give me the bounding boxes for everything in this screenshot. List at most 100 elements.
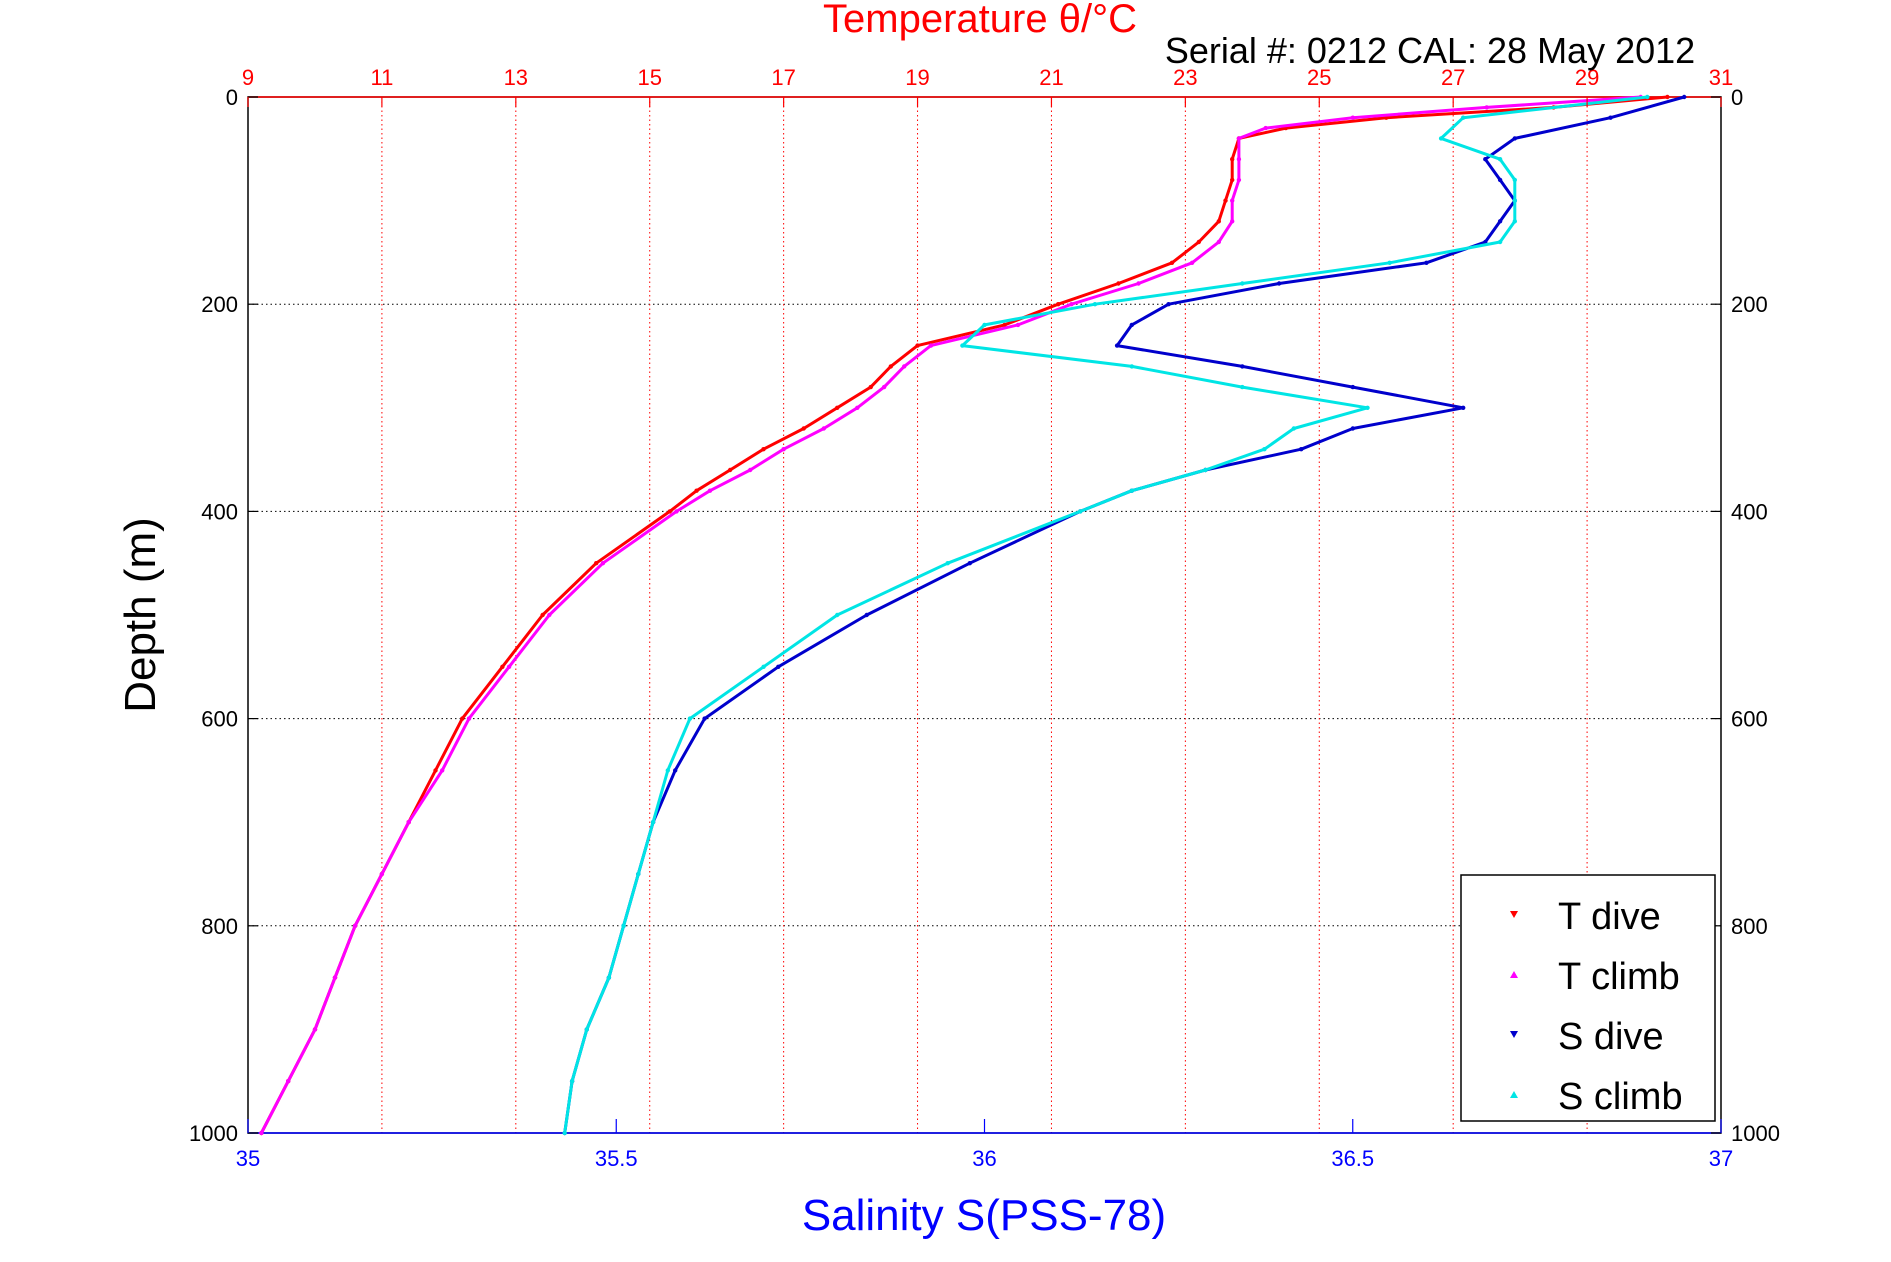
x-tick-label-temperature: 13	[504, 65, 528, 90]
data-point	[1512, 136, 1518, 141]
legend-marker	[1510, 911, 1518, 918]
data-point	[1350, 115, 1356, 120]
data-point	[902, 364, 907, 369]
data-point	[674, 509, 679, 514]
x-tick-label-temperature: 31	[1709, 65, 1733, 90]
data-point	[727, 467, 733, 473]
data-point	[1216, 239, 1222, 245]
data-point	[1438, 136, 1444, 141]
data-point	[540, 612, 545, 618]
data-point	[1240, 364, 1245, 369]
data-point	[1129, 322, 1135, 328]
data-point	[1483, 157, 1488, 162]
y-tick-label-left: 600	[201, 707, 238, 732]
data-point	[665, 768, 670, 773]
data-point	[1512, 219, 1518, 224]
data-point	[1263, 125, 1268, 131]
data-point	[915, 343, 920, 348]
data-point	[506, 664, 512, 669]
data-point	[1299, 447, 1304, 452]
data-point	[1223, 198, 1228, 203]
x-tick-label-salinity: 37	[1709, 1146, 1733, 1171]
data-point	[312, 1027, 318, 1032]
y-tick-label-left: 400	[201, 499, 238, 524]
data-point	[379, 871, 385, 877]
chart-title: Temperature θ/°C	[823, 0, 1137, 41]
data-point	[761, 664, 766, 669]
data-point	[1116, 281, 1121, 286]
data-point	[1078, 509, 1083, 514]
data-point	[1240, 384, 1245, 390]
legend-box	[1460, 874, 1716, 1122]
data-point	[286, 1079, 291, 1084]
x-tick-label-salinity: 36.5	[1331, 1146, 1374, 1171]
data-point	[569, 1079, 575, 1084]
data-point	[835, 405, 840, 410]
x-tick-label-salinity: 35.5	[595, 1146, 638, 1171]
legend-marker	[1510, 1031, 1518, 1038]
y-tick-label-right: 600	[1731, 707, 1768, 732]
y-tick-label-right: 400	[1731, 499, 1768, 524]
data-point	[982, 322, 987, 328]
data-point	[855, 405, 860, 410]
data-point	[821, 426, 826, 431]
data-point	[406, 820, 411, 825]
data-point	[1645, 94, 1650, 100]
data-point	[1484, 105, 1489, 110]
data-point	[776, 664, 781, 669]
grid	[248, 97, 1721, 1133]
data-point	[332, 975, 338, 980]
data-point	[1291, 426, 1297, 431]
data-point	[352, 923, 358, 928]
data-point	[584, 1027, 589, 1032]
data-point	[650, 820, 656, 825]
y-axis-label-depth: Depth (m)	[116, 517, 165, 713]
x-tick-label-salinity: 36	[972, 1146, 996, 1171]
x-tick-label-temperature: 23	[1173, 65, 1197, 90]
data-point	[1350, 384, 1356, 390]
x-tick-label-temperature: 27	[1441, 65, 1465, 90]
legend-label: S dive	[1558, 1016, 1664, 1058]
data-point	[1166, 302, 1171, 307]
data-point	[1682, 94, 1687, 100]
data-point	[1461, 405, 1466, 410]
y-tick-label-left: 800	[201, 914, 238, 939]
data-point	[694, 488, 699, 493]
legend-label: T climb	[1558, 956, 1680, 998]
x-tick-label-temperature: 29	[1575, 65, 1599, 90]
data-point	[1497, 219, 1503, 224]
y-tick-label-right: 1000	[1731, 1121, 1780, 1146]
legend-label: T dive	[1558, 896, 1661, 938]
data-point	[1136, 281, 1141, 286]
data-point	[1497, 239, 1503, 245]
legend: T dive T climb S dive S climb	[1460, 874, 1716, 1122]
data-point	[1203, 467, 1208, 473]
data-point	[1262, 447, 1267, 452]
data-point	[864, 612, 869, 618]
tick-labels: 0 0 200 200 400 400 600 600 800 800 1000 1000 9 11 13 1…	[189, 65, 1780, 1171]
data-point	[687, 716, 693, 721]
x-axis-label-salinity: Salinity S(PSS-78)	[802, 1191, 1166, 1240]
data-point	[1512, 177, 1518, 183]
data-point	[1236, 177, 1242, 183]
y-tick-label-left: 200	[201, 292, 238, 317]
data-point	[562, 1130, 567, 1136]
y-tick-label-left: 0	[226, 85, 238, 110]
data-point	[888, 364, 893, 369]
y-tick-label-right: 0	[1731, 85, 1743, 110]
data-point	[1196, 239, 1202, 245]
legend-label: S climb	[1558, 1076, 1683, 1118]
data-point	[1236, 157, 1242, 162]
x-tick-label-temperature: 15	[637, 65, 661, 90]
data-point	[748, 467, 753, 473]
data-point	[1497, 177, 1503, 183]
data-point	[500, 664, 505, 669]
data-point	[868, 384, 873, 390]
data-point	[621, 923, 626, 928]
data-point	[1608, 115, 1613, 120]
data-point	[1056, 302, 1061, 307]
data-point	[636, 871, 641, 877]
data-point	[1497, 157, 1503, 162]
data-point	[547, 612, 552, 618]
